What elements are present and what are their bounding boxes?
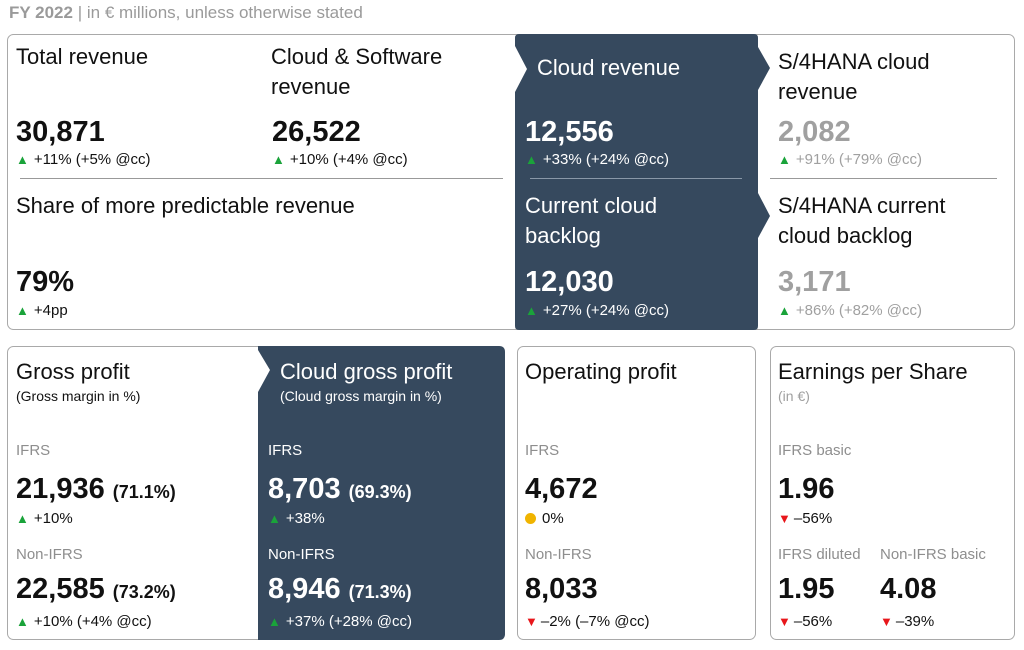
triangle-up-icon: ▲: [268, 511, 281, 526]
triangle-up-icon: ▲: [778, 303, 791, 318]
s4-cloud-revenue-change: ▲ +91% (+79% @cc): [778, 151, 922, 168]
cloud-revenue-change: ▲ +33% (+24% @cc): [525, 151, 669, 168]
gross-profit-subtitle: (Gross margin in %): [16, 388, 141, 404]
s4-current-cloud-backlog-title: S/4HANA current cloud backlog: [778, 193, 946, 248]
triangle-up-icon: ▲: [16, 303, 29, 318]
triangle-down-icon: ▼: [525, 614, 538, 629]
triangle-up-icon: ▲: [16, 614, 29, 629]
gross-profit-ifrs-value: 21,936 (71.1%): [16, 473, 176, 505]
operating-profit-nonifrs-label: Non-IFRS: [525, 546, 592, 563]
cloud-software-revenue-title: Cloud & Software revenue: [271, 44, 443, 99]
operating-profit-ifrs-value: 4,672: [525, 473, 598, 505]
cloud-gross-profit-ifrs-value: 8,703 (69.3%): [268, 473, 412, 505]
cloud-gross-profit-title: Cloud gross profit: [280, 359, 453, 384]
eps-nonifrs-basic-label: Non-IFRS basic: [880, 546, 986, 563]
cloud-revenue-title: Cloud revenue: [537, 55, 681, 80]
triangle-down-icon: ▼: [778, 614, 791, 629]
operating-profit-nonifrs-value: 8,033: [525, 573, 598, 605]
cloud-highlight-panel: [515, 34, 770, 330]
operating-profit-ifrs-label: IFRS: [525, 442, 560, 459]
cloud-gross-profit-ifrs-label: IFRS: [268, 442, 303, 459]
circle-icon: [525, 513, 536, 524]
s4-current-cloud-backlog-change: ▲ +86% (+82% @cc): [778, 302, 922, 319]
gross-profit-nonifrs-change: ▲ +10% (+4% @cc): [16, 613, 152, 630]
eps-subtitle: (in €): [778, 388, 810, 404]
operating-profit-nonifrs-change: ▼ –2% (–7% @cc): [525, 613, 650, 630]
cloud-gross-profit-panel: [258, 346, 505, 640]
triangle-up-icon: ▲: [268, 614, 281, 629]
triangle-up-icon: ▲: [272, 152, 285, 167]
total-revenue-value: 30,871: [16, 116, 105, 148]
operating-profit-title: Operating profit: [525, 359, 677, 384]
gross-profit-nonifrs-value: 22,585 (73.2%): [16, 573, 176, 605]
gross-profit-title: Gross profit: [16, 359, 130, 384]
total-revenue-title: Total revenue: [16, 44, 149, 69]
report-header: FY 2022 | in € millions, unless otherwis…: [9, 3, 363, 22]
eps-ifrs-basic-change: ▼ –56%: [778, 510, 833, 527]
triangle-up-icon: ▲: [525, 152, 538, 167]
predictable-share-value: 79%: [16, 266, 75, 298]
predictable-share-change: ▲ +4pp: [16, 302, 68, 319]
eps-ifrs-basic-label: IFRS basic: [778, 442, 852, 459]
eps-frame: [770, 346, 1015, 640]
cloud-gross-profit-nonifrs-label: Non-IFRS: [268, 546, 335, 563]
triangle-down-icon: ▼: [880, 614, 893, 629]
current-cloud-backlog-change: ▲ +27% (+24% @cc): [525, 302, 669, 319]
triangle-up-icon: ▲: [16, 152, 29, 167]
gross-profit-ifrs-change: ▲ +10%: [16, 510, 73, 527]
cloud-software-revenue-change: ▲ +10% (+4% @cc): [272, 151, 408, 168]
gross-profit-ifrs-label: IFRS: [16, 442, 51, 459]
triangle-up-icon: ▲: [525, 303, 538, 318]
eps-ifrs-basic-value: 1.96: [778, 473, 835, 505]
gross-profit-nonifrs-label: Non-IFRS: [16, 546, 83, 563]
cloud-gross-profit-ifrs-change: ▲ +38%: [268, 510, 325, 527]
operating-profit-frame: [517, 346, 756, 640]
eps-title: Earnings per Share: [778, 359, 968, 384]
s4-current-cloud-backlog-value: 3,171: [778, 266, 851, 298]
eps-ifrs-diluted-value: 1.95: [778, 573, 835, 605]
total-revenue-change: ▲ +11% (+5% @cc): [16, 151, 151, 168]
eps-ifrs-diluted-label: IFRS diluted: [778, 546, 861, 563]
triangle-up-icon: ▲: [16, 511, 29, 526]
triangle-down-icon: ▼: [778, 511, 791, 526]
eps-nonifrs-basic-change: ▼ –39%: [880, 613, 935, 630]
cloud-gross-profit-nonifrs-change: ▲ +37% (+28% @cc): [268, 613, 412, 630]
cloud-gross-profit-subtitle: (Cloud gross margin in %): [280, 388, 442, 404]
top-panel-frame: [7, 34, 1015, 330]
current-cloud-backlog-value: 12,030: [525, 266, 614, 298]
cloud-gross-profit-nonifrs-value: 8,946 (71.3%): [268, 573, 412, 605]
eps-ifrs-diluted-change: ▼ –56%: [778, 613, 833, 630]
cloud-software-revenue-value: 26,522: [272, 116, 361, 148]
cloud-revenue-value: 12,556: [525, 116, 614, 148]
fiscal-period: FY 2022: [9, 3, 73, 22]
eps-nonifrs-basic-value: 4.08: [880, 573, 937, 605]
triangle-up-icon: ▲: [778, 152, 791, 167]
operating-profit-ifrs-change: 0%: [525, 510, 564, 528]
s4-cloud-revenue-title: S/4HANA cloud revenue: [778, 49, 930, 104]
unit-note: in € millions, unless otherwise stated: [86, 3, 363, 22]
s4-cloud-revenue-value: 2,082: [778, 116, 851, 148]
current-cloud-backlog-title: Current cloud backlog: [525, 193, 658, 248]
predictable-share-title: Share of more predictable revenue: [16, 193, 355, 218]
